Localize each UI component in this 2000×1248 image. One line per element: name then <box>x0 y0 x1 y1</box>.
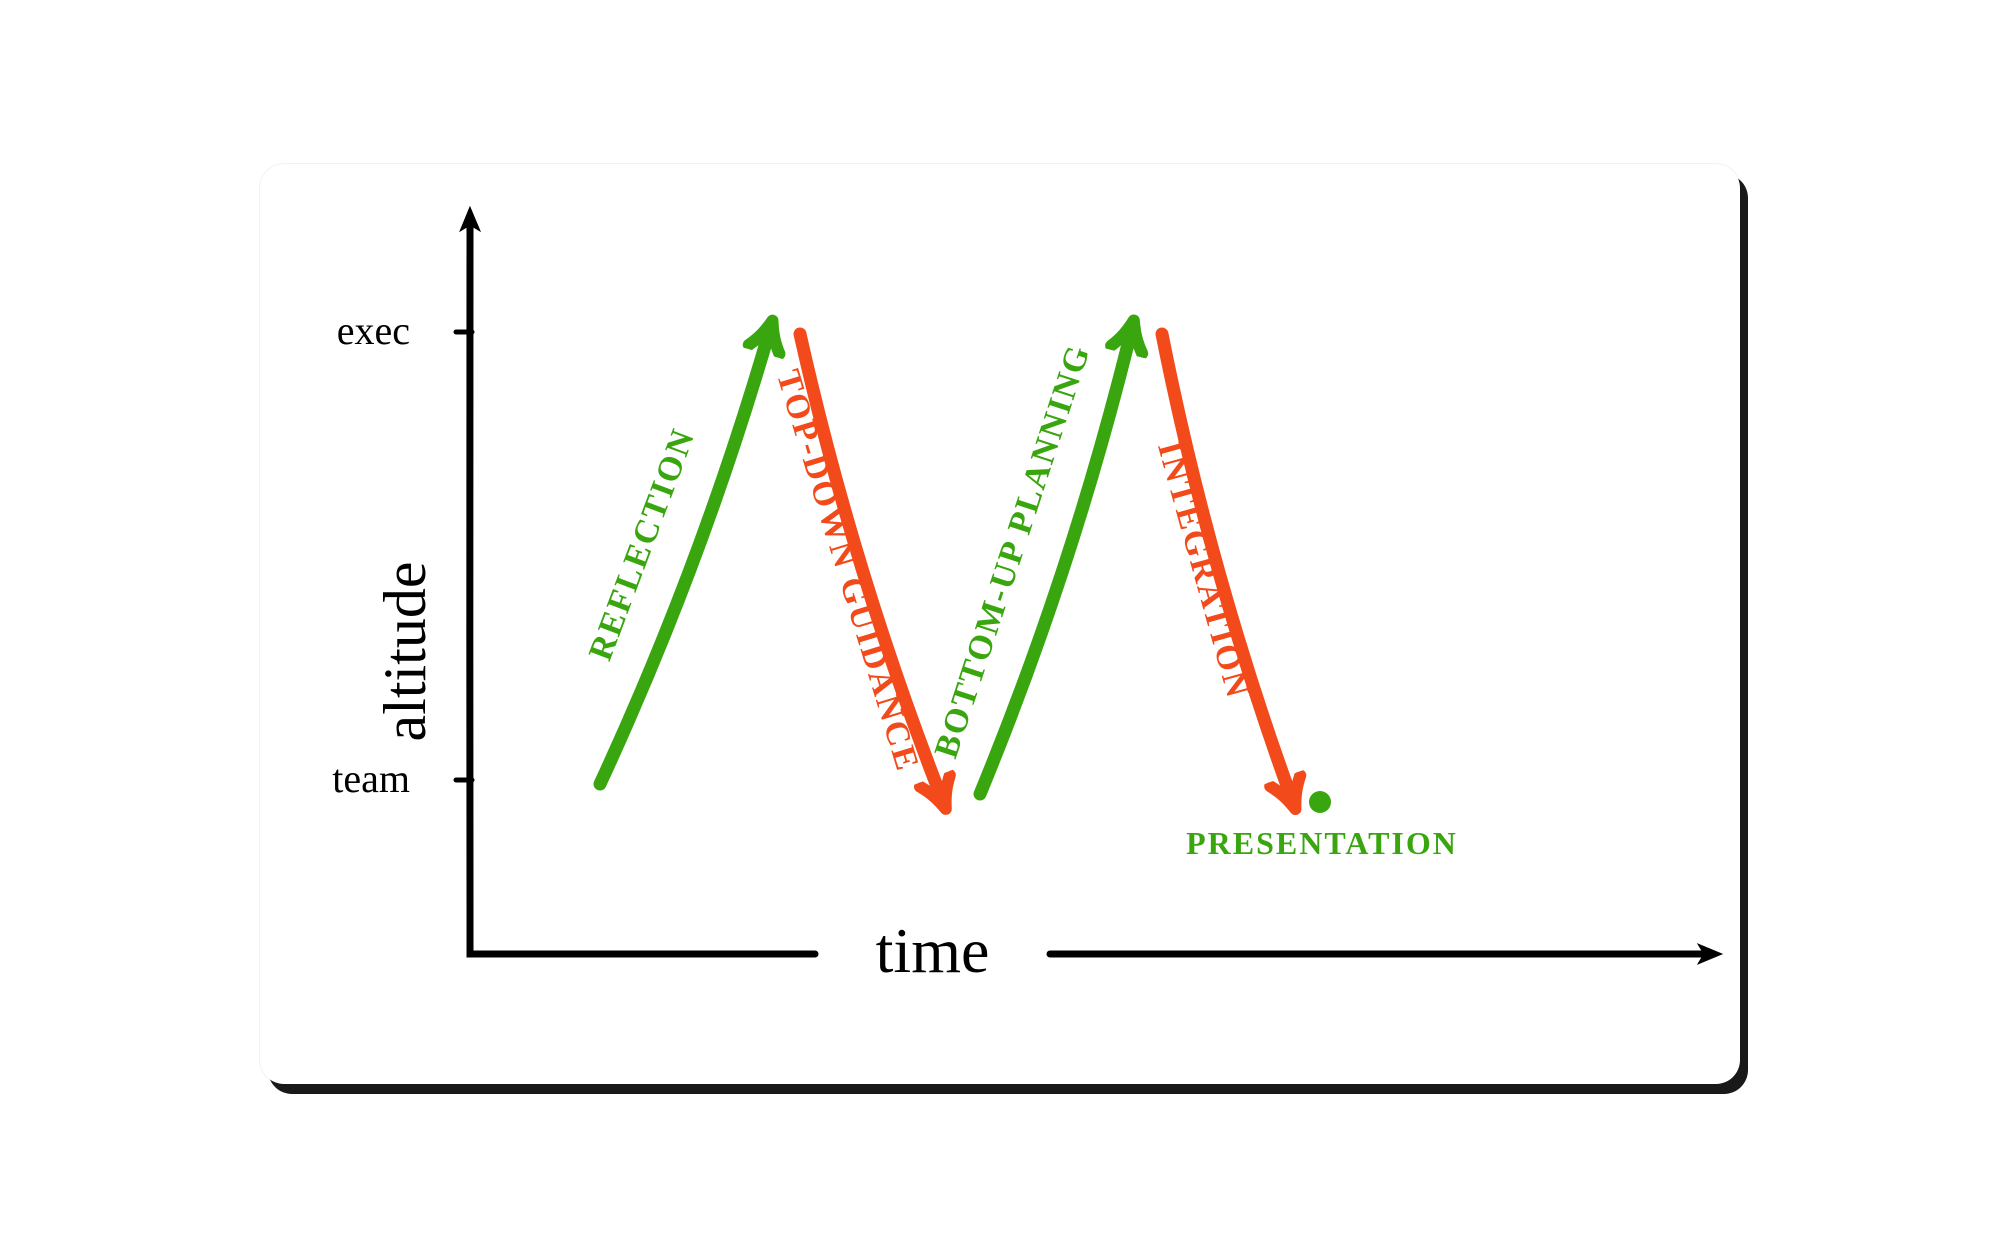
diagram-card: altitude time exec team REFLECTION TOP-DOWN G… <box>260 164 1740 1084</box>
y-axis <box>469 219 470 904</box>
diagram-svg: altitude time exec team REFLECTION TOP-DOWN G… <box>260 164 1740 1084</box>
x-axis-label: time <box>876 915 990 986</box>
phase-label-integration: INTEGRATION <box>1150 438 1257 703</box>
presentation-dot <box>1309 791 1331 813</box>
presentation-label: PRESENTATION <box>1186 825 1458 861</box>
y-tick-exec: exec <box>337 308 410 353</box>
phase-label-reflection: REFLECTION <box>582 423 703 665</box>
phase-arrow-top-down-guidance <box>800 334 940 794</box>
y-tick-team: team <box>332 756 410 801</box>
x-axis-left <box>470 904 815 954</box>
phase-arrow-integration <box>1162 334 1290 794</box>
y-axis-label: altitude <box>372 562 438 742</box>
phase-label-top-down-guidance: TOP-DOWN GUIDANCE <box>769 366 926 776</box>
